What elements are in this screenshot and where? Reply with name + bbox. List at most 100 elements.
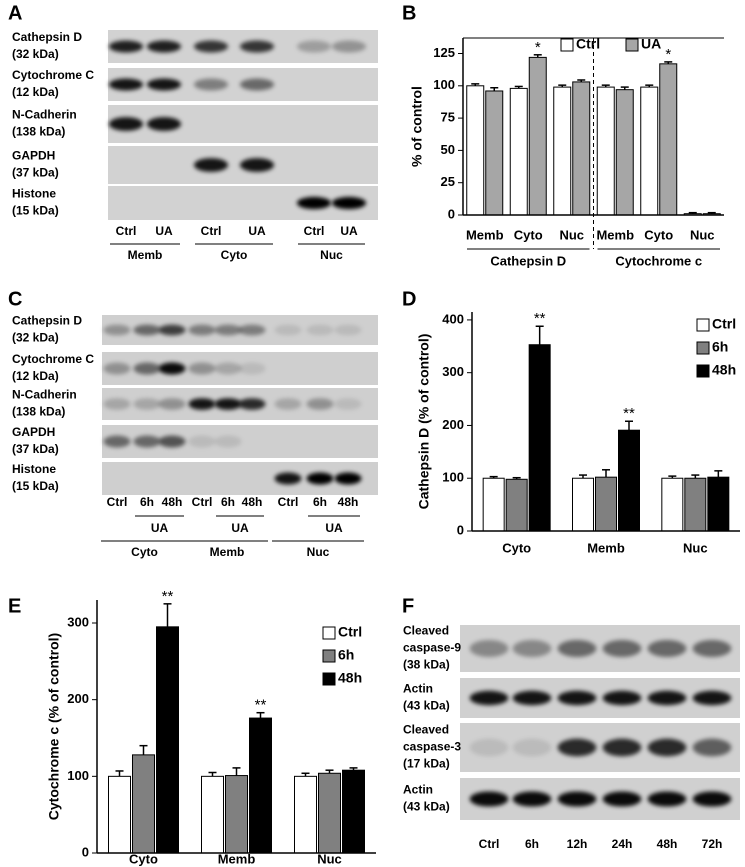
lane-label: Ctrl (192, 495, 213, 509)
band (334, 472, 362, 485)
band (602, 738, 642, 757)
band (108, 78, 144, 91)
panel-letter: B (402, 2, 416, 24)
band (158, 362, 186, 375)
row-label: Cathepsin D (12, 314, 82, 328)
band (146, 78, 182, 91)
row-label: Actin (403, 783, 433, 797)
band (602, 640, 642, 657)
y-tick-label: 300 (67, 614, 89, 629)
band (103, 324, 131, 336)
significance: ** (162, 588, 174, 605)
legend-label: 48h (338, 670, 362, 686)
lane-label: Ctrl (278, 495, 299, 509)
x-tick-label: Memb (596, 227, 634, 242)
band (557, 738, 597, 757)
row-label: (15 kDa) (12, 204, 59, 218)
band (469, 791, 509, 807)
y-tick-label: 50 (441, 142, 455, 157)
bar (528, 56, 547, 216)
row-label: Cleaved (403, 723, 449, 737)
lane-label: 24h (612, 837, 633, 851)
band (108, 117, 144, 131)
legend-swatch (696, 364, 710, 378)
y-tick-label: 100 (442, 470, 464, 485)
lane-label: UA (340, 224, 358, 238)
row-label: (32 kDa) (12, 331, 59, 345)
x-tick-label: Cyto (502, 540, 531, 555)
bar (553, 86, 572, 216)
band (331, 196, 367, 210)
row-label: (38 kDa) (403, 658, 450, 672)
band (238, 398, 266, 410)
band (214, 398, 242, 410)
lane-label: UA (248, 224, 266, 238)
y-axis-label: Cathepsin D (% of control) (416, 334, 432, 510)
lane-label: Ctrl (479, 837, 500, 851)
bar (528, 344, 551, 532)
lane-label: Ctrl (107, 495, 128, 509)
lane-label: Ctrl (201, 224, 222, 238)
panel-letter: D (402, 288, 416, 310)
band (296, 196, 332, 210)
y-axis-label: Cytochrome c (% of control) (46, 633, 62, 820)
band (334, 324, 362, 336)
row-label: N-Cadherin (12, 388, 77, 402)
band (469, 640, 509, 657)
band (193, 78, 229, 91)
band (512, 791, 552, 807)
lane-label: Ctrl (304, 224, 325, 238)
bar (661, 477, 684, 532)
bar (318, 772, 341, 854)
band (647, 640, 687, 657)
bar (595, 476, 617, 532)
band (306, 324, 334, 336)
group-label: Cytochrome c (615, 253, 702, 268)
bar (505, 478, 528, 532)
group-label: Cathepsin D (490, 253, 566, 268)
group-label: Cyto (131, 545, 158, 559)
legend-label: 6h (338, 647, 354, 663)
bar (615, 89, 634, 216)
lane-label: Ctrl (116, 224, 137, 238)
x-tick-label: Memb (587, 540, 625, 555)
band (557, 690, 597, 706)
lane-label: 6h (140, 495, 154, 509)
panel-letter: C (8, 288, 22, 310)
lane-label: 6h (525, 837, 539, 851)
y-tick-label: 0 (457, 522, 464, 537)
lane-label: 48h (242, 495, 263, 509)
group-label: Memb (128, 248, 163, 262)
band (512, 738, 552, 757)
band (103, 435, 131, 448)
y-tick-label: 0 (82, 844, 89, 859)
row-label: (12 kDa) (12, 369, 59, 383)
lane-label: 48h (338, 495, 359, 509)
band (188, 398, 216, 410)
legend-swatch (696, 341, 710, 355)
bar (707, 476, 730, 532)
x-tick-label: Cyto (644, 227, 673, 242)
lane-label: UA (155, 224, 173, 238)
row-label: (15 kDa) (12, 479, 59, 493)
lane-label: 48h (657, 837, 678, 851)
x-tick-label: Cyto (129, 851, 158, 866)
row-label: Actin (403, 682, 433, 696)
legend-label: Ctrl (712, 316, 736, 332)
group-label: Nuc (307, 545, 330, 559)
band (692, 791, 732, 807)
row-label: (37 kDa) (12, 166, 59, 180)
x-tick-label: Nuc (559, 227, 584, 242)
band (133, 398, 161, 410)
bar (572, 81, 591, 216)
lane-label: 6h (313, 495, 327, 509)
row-label: (138 kDa) (12, 405, 65, 419)
bar (640, 86, 659, 216)
significance: * (665, 46, 671, 63)
band (214, 362, 242, 375)
row-label: N-Cadherin (12, 108, 77, 122)
y-tick-label: 300 (442, 364, 464, 379)
band (146, 117, 182, 131)
row-label: Cleaved (403, 624, 449, 638)
